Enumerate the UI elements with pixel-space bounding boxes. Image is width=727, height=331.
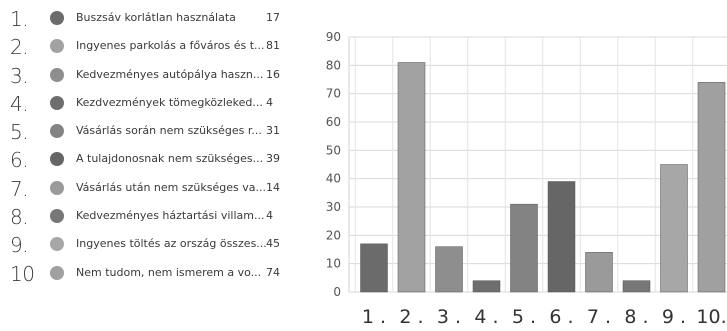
- y-tick-label: 60: [326, 115, 341, 129]
- legend-item-label: Vásárlás során nem szükséges r...: [76, 124, 262, 138]
- legend-item-value: 4: [266, 209, 273, 223]
- legend-item: 8. Kedvezményes háztartási villam... 4: [0, 202, 300, 230]
- legend-item-value: 4: [266, 95, 273, 109]
- legend-item-label: Ingyenes töltés az ország összes...: [76, 237, 267, 251]
- bar: [697, 82, 726, 293]
- bar: [660, 164, 688, 293]
- x-tick-label: 3 .: [437, 306, 461, 328]
- legend-swatch: [50, 152, 64, 167]
- y-tick-label: 50: [326, 143, 341, 157]
- legend-item-label: Vásárlás után nem szükséges va...: [76, 180, 266, 194]
- legend-item-value: 16: [266, 67, 280, 81]
- bar: [622, 280, 651, 293]
- bar: [397, 62, 426, 293]
- legend-swatch: [50, 180, 64, 195]
- y-tick-label: 0: [333, 285, 341, 299]
- bar: [510, 203, 538, 293]
- x-tick-label: 6 .: [549, 306, 573, 328]
- y-tick-label: 40: [326, 172, 341, 186]
- legend-swatch: [50, 237, 64, 252]
- legend-item-number: 3.: [10, 63, 29, 88]
- legend-item: 7. Vásárlás után nem szükséges va... 14: [0, 174, 300, 202]
- y-tick-label: 20: [326, 228, 341, 242]
- legend-item-value: 45: [266, 237, 280, 251]
- legend-item-value: 39: [266, 152, 280, 166]
- legend-item: 9. Ingyenes töltés az ország összes... 45: [0, 230, 300, 258]
- legend-item-label: Ingyenes parkolás a főváros és t...: [76, 39, 265, 53]
- legend-swatch: [50, 209, 64, 224]
- legend-item: 4. Kezdvezmények tömegközleked... 4: [0, 89, 300, 117]
- legend-swatch: [50, 67, 64, 82]
- x-tick-label: 2 .: [399, 306, 423, 328]
- legend-swatch: [50, 124, 64, 139]
- bar: [435, 246, 463, 293]
- x-tick-label: 8 .: [624, 306, 648, 328]
- x-tick-label: 10.: [696, 306, 726, 328]
- y-tick-label: 10: [326, 257, 341, 271]
- legend-item-label: Kedvezményes háztartási villam...: [76, 209, 265, 223]
- legend-item-number: 1.: [10, 7, 29, 31]
- legend-item-label: A tulajdonosnak nem szükséges...: [76, 152, 264, 166]
- x-tick-label: 1 .: [362, 306, 386, 328]
- legend-item-number: 10: [10, 261, 35, 286]
- legend-item-label: Kezdvezmények tömegközleked...: [76, 95, 263, 109]
- legend-item: 1. Buszsáv korlátlan használata 17: [0, 4, 300, 32]
- bar: [585, 252, 613, 293]
- legend-item-number: 5.: [10, 120, 29, 145]
- legend-item: 5. Vásárlás során nem szükséges r... 31: [0, 117, 300, 145]
- legend-item-label: Buszsáv korlátlan használata: [76, 11, 236, 24]
- legend-item-number: 6.: [10, 148, 29, 173]
- legend-item-value: 74: [266, 265, 280, 279]
- legend-item-value: 31: [266, 124, 280, 138]
- legend-swatch: [50, 95, 64, 110]
- legend-item: 2. Ingyenes parkolás a főváros és t... 81: [0, 32, 300, 60]
- legend-item: 10 Nem tudom, nem ismerem a vo... 74: [0, 259, 300, 287]
- legend-item: 6. A tulajdonosnak nem szükséges... 39: [0, 145, 300, 173]
- legend-item: 3. Kedvezményes autópálya haszn... 16: [0, 61, 300, 89]
- x-tick-label: 9 .: [662, 306, 686, 328]
- legend-item-label: Kedvezményes autópálya haszn...: [76, 67, 264, 81]
- x-tick-label: 4 .: [474, 306, 498, 328]
- y-tick-label: 30: [326, 200, 341, 214]
- bar: [547, 181, 576, 293]
- legend-item-number: 8.: [10, 205, 29, 230]
- x-tick-label: 7 .: [587, 306, 611, 328]
- legend-swatch: [50, 11, 64, 25]
- chart-legend: 1. Buszsáv korlátlan használata 17 2. Ingyen…: [0, 4, 300, 287]
- legend-item-value: 14: [266, 180, 280, 194]
- y-tick-label: 90: [326, 30, 341, 44]
- bar: [472, 280, 501, 293]
- legend-swatch: [50, 39, 64, 54]
- legend-item-value: 81: [266, 39, 280, 53]
- legend-item-value: 17: [266, 11, 280, 24]
- legend-item-number: 4.: [10, 91, 29, 116]
- legend-swatch: [50, 265, 64, 280]
- legend-item-number: 7.: [10, 176, 29, 201]
- legend-item-number: 9.: [10, 233, 29, 258]
- legend-item-label: Nem tudom, nem ismerem a vo...: [76, 265, 262, 279]
- x-tick-label: 5 .: [512, 306, 536, 328]
- y-tick-label: 70: [326, 87, 341, 101]
- legend-item-number: 2.: [10, 35, 29, 60]
- bar: [360, 243, 388, 293]
- y-tick-label: 80: [326, 58, 341, 72]
